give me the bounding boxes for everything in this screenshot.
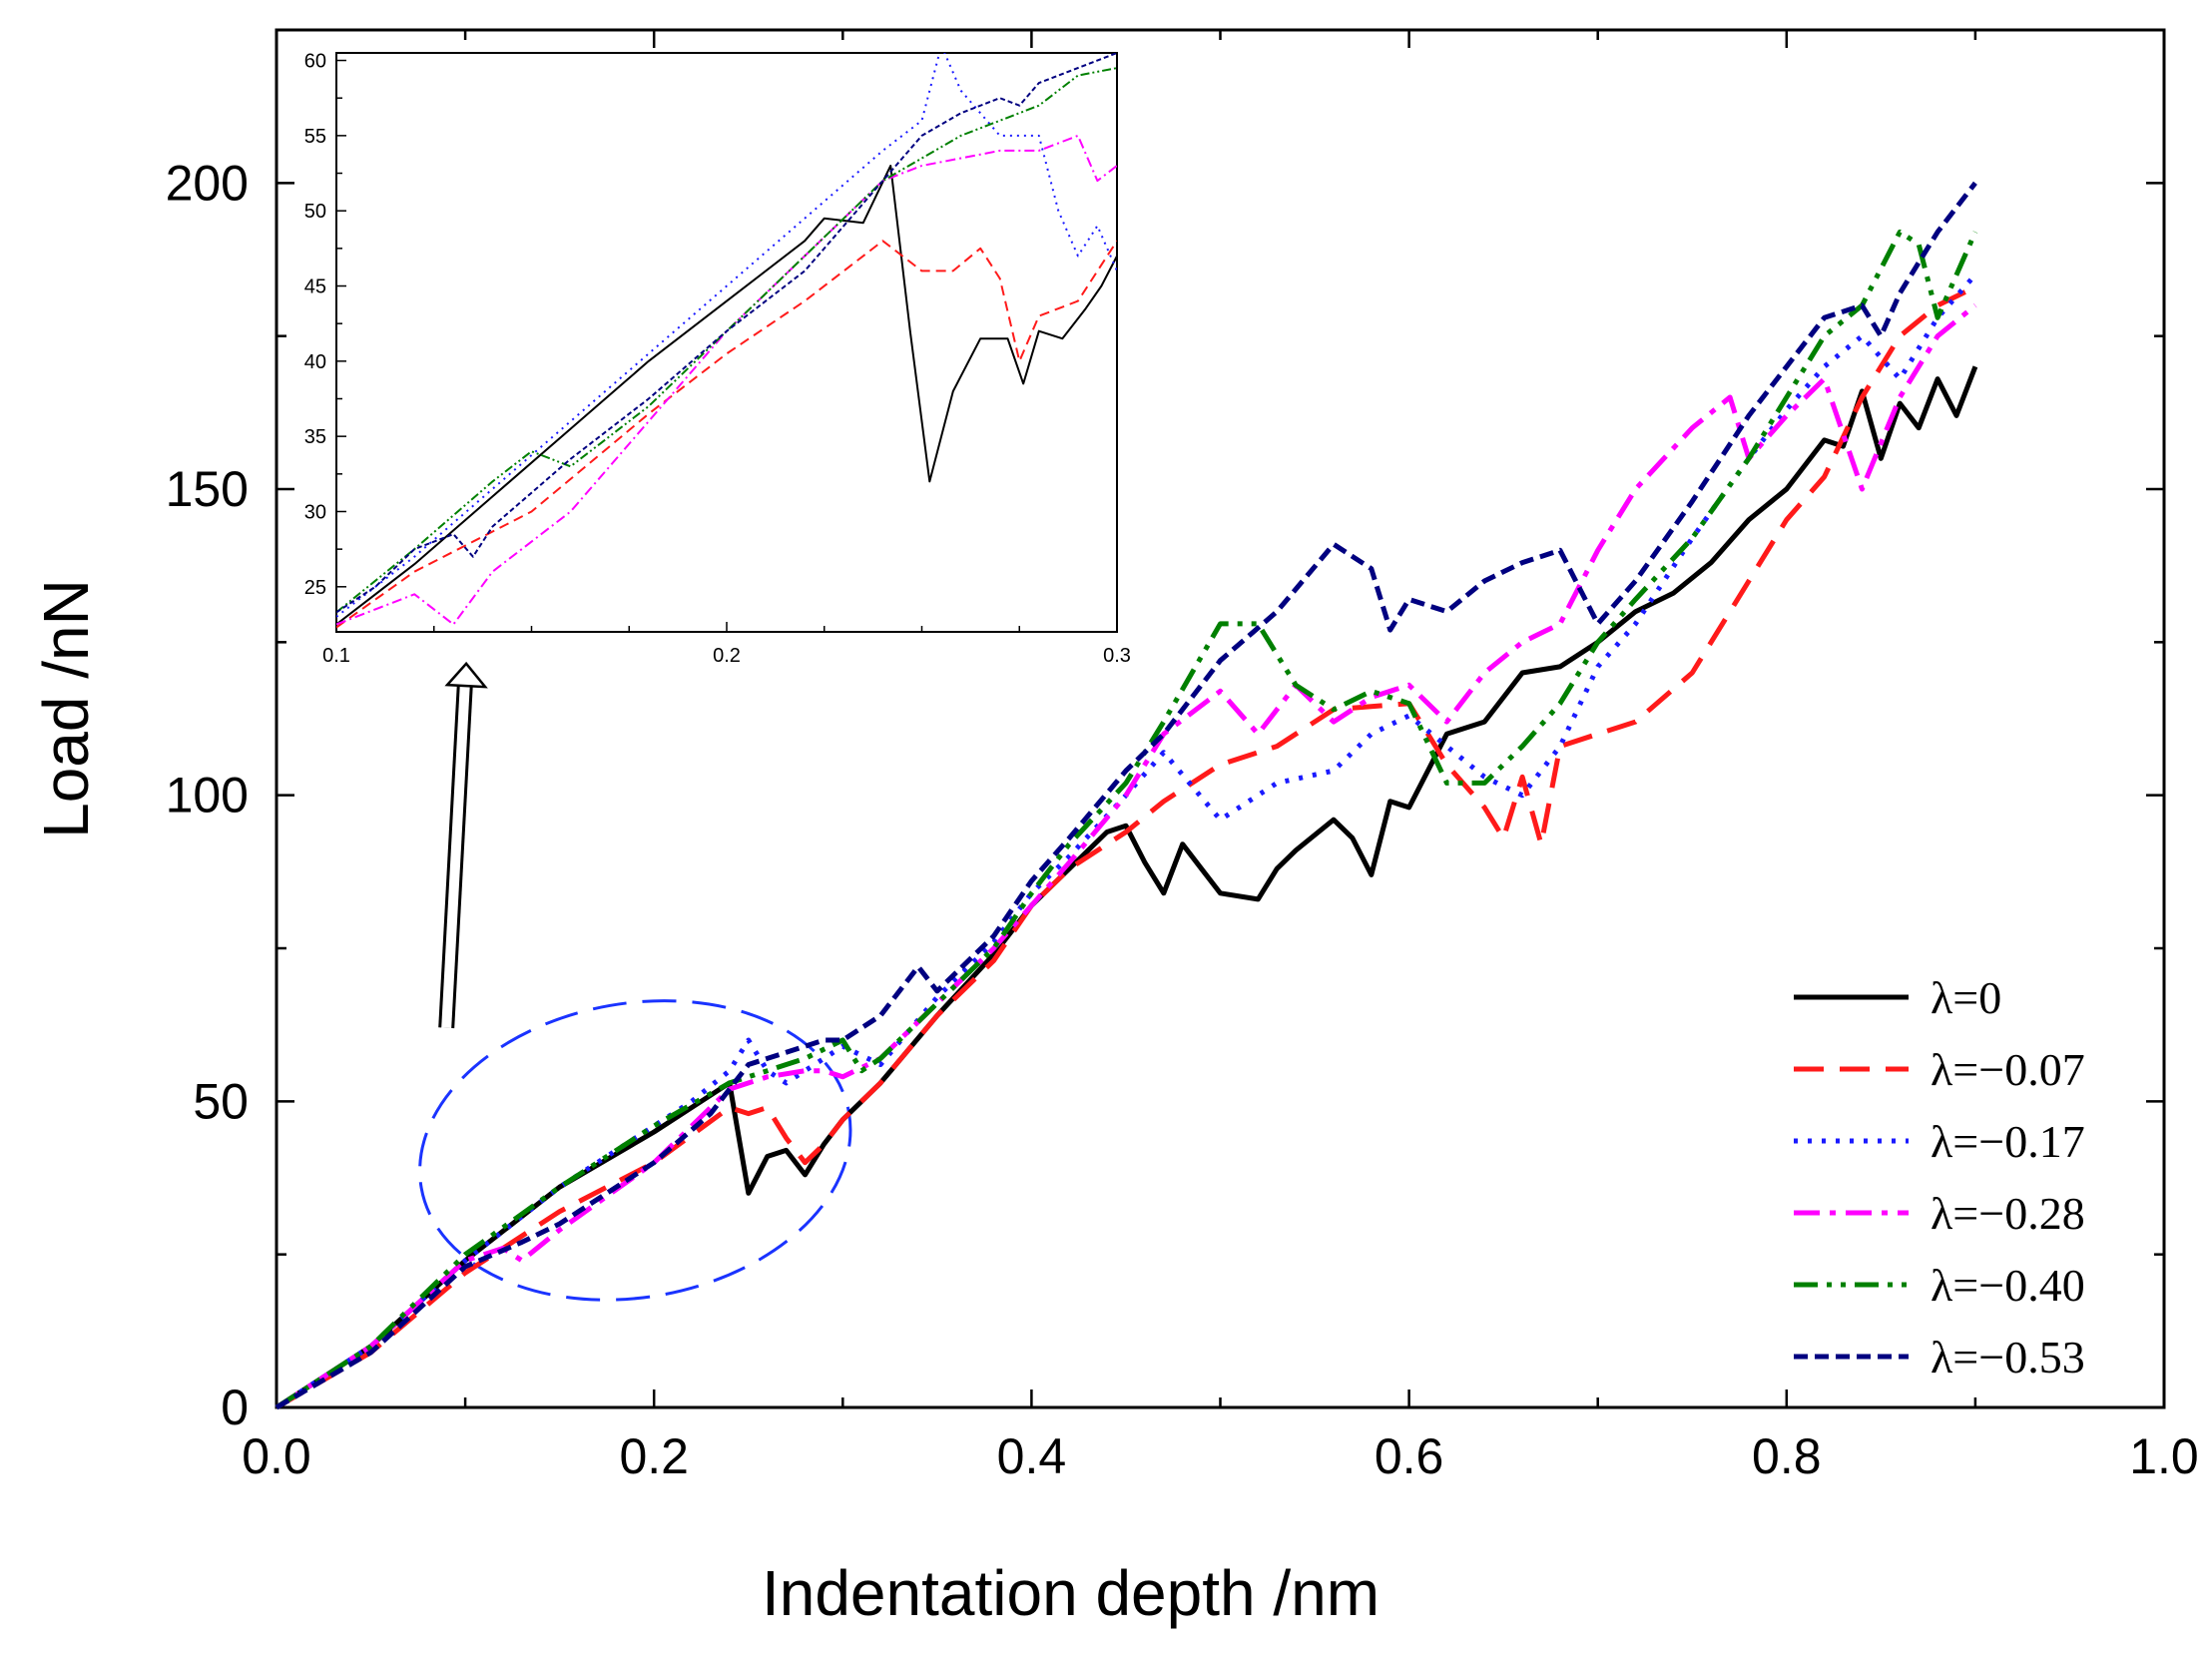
y-tick-label: 0 — [221, 1380, 249, 1435]
x-axis-title: Indentation depth /nm — [762, 1557, 1380, 1629]
y-tick-label: 200 — [166, 155, 249, 211]
inset-y-tick-label: 50 — [304, 201, 326, 223]
inset-y-tick-label: 40 — [304, 351, 326, 373]
inset-series-line-1 — [336, 240, 1117, 629]
y-tick-label: 150 — [166, 461, 249, 517]
x-tick-label: 0.2 — [619, 1428, 689, 1484]
inset-plot-area: 0.1 0.2 0.3 25 30 35 40 45 50 55 60 — [304, 51, 1131, 667]
series-line-1 — [275, 284, 1976, 1410]
x-tick-label: 0.4 — [997, 1428, 1067, 1484]
legend-label-2: λ=−0.17 — [1931, 1116, 2085, 1167]
inset-y-tick-label: 55 — [304, 126, 326, 148]
y-axis-title: Load /nN — [30, 579, 102, 838]
legend-label-3: λ=−0.28 — [1931, 1188, 2085, 1239]
legend-label-0: λ=0 — [1931, 972, 2001, 1023]
inset-series-line-0 — [336, 165, 1117, 626]
inset-x-tick-label: 0.2 — [713, 645, 741, 667]
zoom-arrow-fill — [441, 678, 471, 1029]
series-line-5 — [275, 181, 1977, 1410]
zoom-arrow-head — [444, 661, 488, 689]
inset-y-tick-label: 35 — [304, 426, 326, 448]
y-tick-label: 100 — [166, 768, 249, 824]
inset-y-tick-label: 60 — [304, 51, 326, 73]
legend-label-1: λ=−0.07 — [1931, 1044, 2085, 1095]
x-tick-label: 0.0 — [242, 1428, 311, 1484]
inset-frame — [335, 52, 1118, 633]
x-tick-label: 0.6 — [1375, 1428, 1444, 1484]
inset-x-tick-label: 0.1 — [322, 645, 350, 667]
series-line-0 — [275, 365, 1978, 1410]
inset-series-line-5 — [336, 53, 1117, 614]
x-tick-label: 1.0 — [2129, 1428, 2199, 1484]
inset-y-tick-label: 30 — [304, 501, 326, 523]
inset-series-group — [336, 53, 1117, 629]
legend-label-5: λ=−0.53 — [1931, 1332, 2085, 1383]
inset-x-tick-label: 0.3 — [1103, 645, 1131, 667]
series-line-4 — [275, 229, 1978, 1410]
y-tick-label: 50 — [193, 1073, 249, 1129]
inset-series-line-3 — [336, 134, 1117, 626]
x-tick-label: 0.8 — [1752, 1428, 1822, 1484]
legend-label-4: λ=−0.40 — [1931, 1260, 2085, 1311]
legend: λ=0 λ=−0.07 λ=−0.17 λ=−0.28 λ=−0.40 λ=−0.53 — [1794, 972, 2085, 1383]
zoom-region-ellipse — [418, 999, 852, 1302]
inset-y-tick-label: 45 — [304, 277, 326, 298]
inset-y-tick-label: 25 — [304, 577, 326, 599]
main-plot-area: 0.0 0.2 0.4 0.6 0.8 1.0 0 50 100 150 200 Indentatio… — [30, 28, 2199, 1629]
